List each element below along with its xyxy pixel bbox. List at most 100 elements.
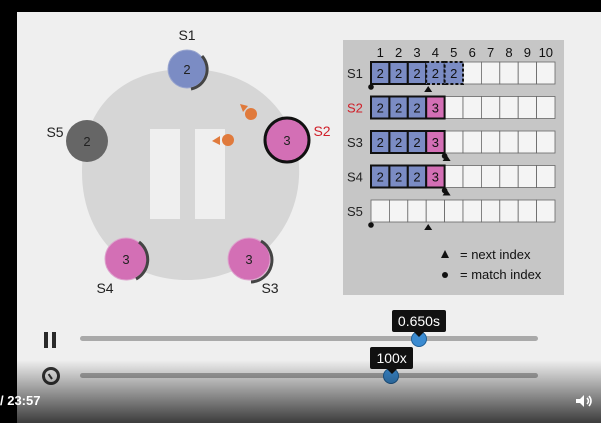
log-cell (517, 96, 538, 119)
log-entry-term: 2 (377, 135, 384, 150)
log-index-header: 9 (524, 45, 531, 60)
log-row-s1: S1 2 2 2 2 2 (347, 61, 556, 92)
log-cell (444, 130, 464, 154)
log-entry (425, 95, 446, 120)
log-entry-term: 3 (432, 135, 439, 150)
log-cell (407, 199, 427, 223)
server-s2-label: S2 (313, 123, 330, 139)
log-index-header: 5 (450, 45, 457, 60)
log-entry-term: 2 (377, 101, 384, 116)
log-cell (480, 96, 501, 119)
pause-button[interactable] (44, 332, 58, 348)
log-cell (462, 61, 482, 85)
log-cell (444, 96, 464, 119)
log-cell (517, 199, 538, 223)
log-index-header: 1 (377, 45, 384, 60)
log-cell (388, 199, 409, 223)
next-index-marker (442, 189, 451, 196)
log-index-headers: 1 2 3 4 5 6 7 8 9 10 (377, 45, 553, 60)
log-index-header: 10 (539, 45, 553, 60)
log-entry (425, 130, 446, 154)
server-s5[interactable]: 2 S5 (46, 120, 108, 162)
server-s5-term: 2 (83, 134, 90, 149)
log-entry (443, 61, 465, 85)
log-cell (370, 199, 390, 223)
log-row-s3: S3 2 2 2 3 (347, 130, 556, 161)
log-index-header: 3 (413, 45, 420, 60)
log-cell (536, 130, 556, 154)
next-index-marker (442, 155, 451, 161)
log-row-label: S1 (347, 66, 363, 81)
log-entry-term: 2 (395, 101, 402, 116)
log-entry (406, 61, 428, 85)
time-tooltip: 0.650s (391, 310, 446, 337)
log-entry-term: 2 (377, 66, 384, 81)
log-cell (480, 165, 501, 188)
log-entry-term: 2 (377, 170, 384, 185)
log-index-header: 4 (432, 45, 439, 60)
log-rows: S1 2 2 2 2 2S2 2 2 2 3S3 2 2 2 3S4 2 2 2 3S5 (347, 61, 556, 230)
server-s2[interactable]: 3 S2 (263, 116, 331, 164)
log-row-label: S3 (347, 135, 363, 150)
log-cell (462, 130, 482, 154)
log-cell (536, 199, 556, 223)
log-cell (536, 96, 556, 119)
pause-icon-bar-right (52, 332, 56, 348)
server-s1-label: S1 (178, 27, 195, 43)
log-entry-term: 3 (432, 101, 439, 116)
server-s5-label: S5 (46, 124, 63, 140)
log-cell (480, 199, 501, 223)
log-index-header: 8 (505, 45, 512, 60)
log-cell (499, 199, 519, 223)
time-display: / 23:57 (0, 393, 41, 408)
time-slider-track[interactable] (80, 336, 538, 341)
log-row-s2: S2 2 2 2 3 (347, 95, 556, 120)
match-index-marker (368, 222, 374, 228)
pause-icon-bar-left (44, 332, 48, 348)
log-cell (444, 199, 464, 223)
log-cell (462, 96, 482, 119)
pause-watermark-right (195, 129, 225, 219)
server-s4[interactable]: 3 S4 (96, 237, 150, 296)
log-entry-term: 2 (413, 66, 420, 81)
server-s1[interactable]: 2 S1 (167, 27, 209, 91)
log-cell (499, 130, 519, 154)
legend-next-text: = next index (460, 247, 531, 262)
server-s3[interactable]: 3 S3 (227, 237, 279, 296)
log-index-header: 7 (487, 45, 494, 60)
player-controls-shade (0, 360, 601, 423)
legend-match-text: = match index (460, 267, 542, 282)
message-1 (240, 104, 257, 120)
log-row-label: S2 (347, 101, 363, 116)
log-index-header: 6 (469, 45, 476, 60)
server-s3-term: 3 (245, 252, 252, 267)
log-cell (462, 165, 482, 188)
log-entry-term: 2 (395, 170, 402, 185)
legend-next: = next index (441, 247, 531, 262)
server-s4-term: 3 (122, 252, 129, 267)
log-entry-term: 3 (432, 170, 439, 185)
log-cell (499, 165, 519, 188)
log-entry-term: 2 (395, 66, 402, 81)
log-entry-term: 2 (413, 170, 420, 185)
log-cell (536, 61, 556, 85)
log-row-label: S4 (347, 170, 363, 185)
log-entry-term: 2 (450, 66, 457, 81)
log-entry-term: 2 (432, 66, 439, 81)
message-2 (212, 134, 234, 146)
match-index-marker (441, 187, 448, 194)
log-cell (499, 61, 519, 85)
log-cell (444, 165, 464, 188)
server-s2-term: 3 (283, 133, 290, 148)
log-index-header: 2 (395, 45, 402, 60)
log-cell (536, 165, 556, 188)
volume-icon[interactable] (575, 394, 593, 408)
log-row-s4: S4 2 2 2 3 (347, 164, 556, 196)
match-index-marker (368, 84, 374, 90)
next-index-marker (424, 224, 433, 230)
log-cell (517, 165, 538, 188)
log-entry-term: 2 (413, 101, 420, 116)
log-entry (425, 61, 446, 85)
log-cell (480, 61, 501, 85)
log-row-label: S5 (347, 204, 363, 219)
